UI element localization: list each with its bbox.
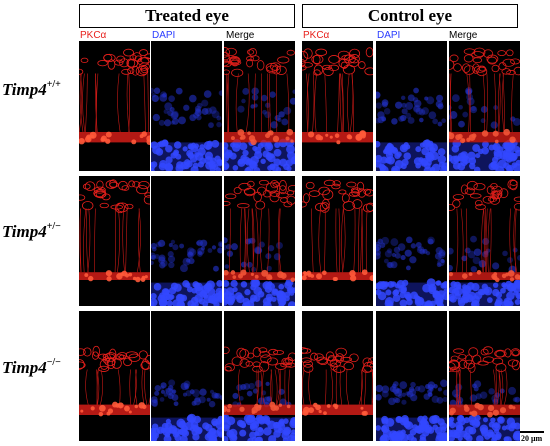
micrograph-image — [449, 176, 520, 306]
micrograph-image — [302, 176, 373, 306]
micrograph-panel-dapi — [151, 176, 222, 306]
micrograph-image — [449, 41, 520, 171]
micrograph-panel-dapi — [376, 176, 447, 306]
micrograph-image — [376, 176, 447, 306]
micrograph-image — [376, 41, 447, 171]
channel-label-pkc-control: PKCα — [303, 30, 330, 41]
row-gene: Timp4 — [2, 358, 47, 377]
row-label-ko: Timp4−/− — [2, 357, 76, 378]
micrograph-image — [376, 311, 447, 441]
micrograph-panel-dapi — [151, 41, 222, 171]
micrograph-panel-pkc — [79, 311, 150, 441]
scale-bar — [520, 431, 544, 433]
micrograph-panel-dapi — [151, 311, 222, 441]
micrograph-image — [151, 41, 222, 171]
micrograph-image — [224, 176, 295, 306]
micrograph-image — [151, 176, 222, 306]
channel-label-dapi-treated: DAPI — [152, 30, 176, 41]
micrograph-image — [302, 311, 373, 441]
micrograph-panel-pkc — [302, 311, 373, 441]
row-gene: Timp4 — [2, 222, 47, 241]
micrograph-image — [79, 311, 150, 441]
micrograph-panel-pkc — [302, 41, 373, 171]
row-label-het: Timp4+/− — [2, 221, 76, 242]
micrograph-image — [302, 41, 373, 171]
row-gene: Timp4 — [2, 80, 47, 99]
row-label-wt: Timp4+/+ — [2, 79, 76, 100]
channel-label-dapi-control: DAPI — [377, 30, 401, 41]
micrograph-image — [151, 311, 222, 441]
micrograph-panel-merge — [224, 311, 295, 441]
treated-eye-header: Treated eye — [79, 4, 295, 28]
channel-label-merge-control: Merge — [449, 30, 478, 41]
micrograph-panel-merge — [449, 311, 520, 441]
row-genotype: −/− — [46, 357, 61, 369]
micrograph-panel-merge — [449, 176, 520, 306]
channel-label-merge-treated: Merge — [226, 30, 255, 41]
micrograph-image — [224, 311, 295, 441]
micrograph-panel-merge — [449, 41, 520, 171]
micrograph-panel-pkc — [79, 176, 150, 306]
channel-label-pkc-treated: PKCα — [80, 30, 107, 41]
micrograph-panel-pkc — [79, 41, 150, 171]
row-genotype: +/+ — [46, 79, 61, 91]
micrograph-image — [79, 41, 150, 171]
micrograph-image — [224, 41, 295, 171]
control-eye-header: Control eye — [302, 4, 518, 28]
micrograph-image — [79, 176, 150, 306]
row-genotype: +/− — [46, 221, 61, 233]
micrograph-panel-merge — [224, 176, 295, 306]
scale-bar-label: 20 μm — [521, 434, 543, 443]
micrograph-panel-pkc — [302, 176, 373, 306]
micrograph-panel-dapi — [376, 311, 447, 441]
micrograph-panel-merge — [224, 41, 295, 171]
micrograph-panel-dapi — [376, 41, 447, 171]
micrograph-image — [449, 311, 520, 441]
